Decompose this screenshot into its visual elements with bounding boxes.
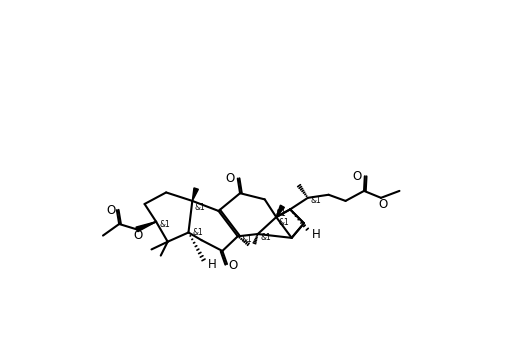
- Text: O: O: [225, 172, 235, 185]
- Polygon shape: [276, 205, 285, 217]
- Text: H: H: [312, 228, 321, 240]
- Text: O: O: [134, 229, 143, 242]
- Text: &1: &1: [194, 202, 205, 211]
- Text: &1: &1: [160, 220, 171, 229]
- Text: &1: &1: [279, 218, 289, 227]
- Text: O: O: [353, 170, 362, 183]
- Text: H: H: [208, 258, 217, 271]
- Text: &1: &1: [260, 233, 271, 242]
- Polygon shape: [136, 222, 156, 232]
- Polygon shape: [192, 188, 199, 201]
- Text: O: O: [106, 204, 115, 217]
- Text: O: O: [228, 259, 238, 272]
- Text: &1: &1: [242, 235, 253, 244]
- Text: O: O: [378, 198, 387, 211]
- Text: &1: &1: [192, 228, 203, 237]
- Text: &1: &1: [310, 197, 321, 206]
- Text: &1: &1: [276, 209, 286, 218]
